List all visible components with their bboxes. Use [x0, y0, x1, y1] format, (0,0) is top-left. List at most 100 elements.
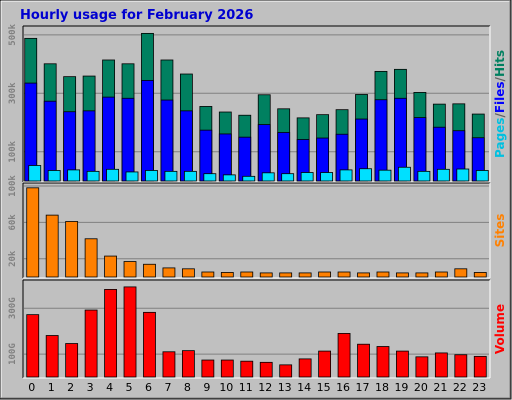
- bar-sites-0: [26, 187, 40, 278]
- panel-label-part: /: [493, 76, 507, 81]
- bar-pages-7: [164, 170, 178, 182]
- bar-files-10: [218, 133, 232, 182]
- bar-volume-15: [318, 350, 332, 378]
- bar-volume-16: [337, 333, 351, 378]
- bar-volume-21: [434, 352, 448, 378]
- bar-volume-11: [240, 360, 254, 378]
- bar-sites-5: [123, 261, 137, 278]
- bar-sites-6: [143, 263, 156, 278]
- x-tick-label: 1: [48, 381, 55, 394]
- x-tick-label: 15: [317, 381, 331, 394]
- bar-pages-17: [359, 168, 372, 182]
- bar-volume-13: [279, 364, 293, 378]
- bar-sites-10: [220, 272, 234, 278]
- bar-files-5: [121, 97, 135, 182]
- bar-pages-18: [378, 169, 392, 182]
- bar-volume-7: [162, 351, 176, 378]
- x-tick-label: 3: [87, 381, 94, 394]
- bar-pages-21: [436, 168, 450, 182]
- bar-volume-2: [65, 343, 79, 378]
- x-tick-label: 9: [203, 381, 210, 394]
- bar-sites-22: [454, 268, 468, 278]
- bar-pages-3: [86, 170, 100, 182]
- bar-sites-13: [279, 272, 293, 278]
- x-tick-label: 20: [414, 381, 428, 394]
- bar-sites-3: [84, 238, 98, 278]
- y-tick-label: 300k: [8, 82, 18, 104]
- panel-sites: 100k 60k 20k Sites: [8, 175, 507, 279]
- bar-pages-10: [222, 174, 236, 182]
- x-tick-label: 22: [453, 381, 467, 394]
- x-tick-label: 4: [106, 381, 113, 394]
- bar-volume-3: [84, 309, 98, 378]
- bar-pages-23: [475, 170, 489, 182]
- panel-label-volume: Volume: [493, 304, 507, 354]
- bar-sites-16: [337, 271, 351, 278]
- panel-label-part: Files: [493, 81, 507, 113]
- bar-files-3: [82, 110, 96, 182]
- panel-volume: 300G 100G Volume: [8, 279, 507, 379]
- bar-volume-10: [220, 359, 234, 378]
- y-tick-label: 100G: [8, 343, 18, 365]
- bar-sites-17: [357, 272, 370, 278]
- bars-hits-files-pages: [24, 32, 489, 182]
- bar-sites-19: [396, 272, 409, 278]
- x-tick-label: 23: [472, 381, 486, 394]
- bars-sites: [26, 187, 487, 278]
- bar-pages-5: [125, 171, 139, 182]
- bar-sites-11: [240, 271, 254, 278]
- bar-volume-14: [298, 358, 312, 378]
- bar-files-4: [102, 96, 115, 182]
- bar-volume-0: [26, 314, 40, 378]
- x-tick-label: 12: [258, 381, 272, 394]
- bar-volume-5: [123, 286, 137, 378]
- bar-sites-15: [318, 271, 332, 278]
- bar-volume-6: [143, 311, 156, 378]
- panel-label-part: Hits: [493, 50, 507, 77]
- bar-volume-17: [357, 343, 370, 378]
- bar-files-6: [141, 80, 154, 182]
- bar-pages-2: [67, 169, 81, 182]
- x-tick-label: 11: [239, 381, 253, 394]
- bar-pages-1: [47, 170, 61, 182]
- bar-volume-20: [415, 356, 429, 378]
- bar-pages-9: [203, 173, 217, 182]
- x-tick-label: 17: [356, 381, 370, 394]
- bar-volume-23: [473, 355, 487, 378]
- bar-pages-0: [28, 165, 42, 182]
- bar-sites-18: [376, 271, 390, 278]
- bar-pages-22: [456, 168, 470, 182]
- bar-pages-8: [183, 170, 197, 182]
- bar-pages-16: [339, 169, 353, 182]
- bar-volume-9: [201, 359, 215, 378]
- panel-box: [23, 26, 490, 182]
- bar-pages-4: [106, 168, 119, 182]
- bar-volume-22: [454, 354, 468, 378]
- y-tick-label: 500k: [8, 23, 18, 45]
- bar-files-1: [43, 100, 57, 182]
- x-tick-label: 5: [126, 381, 133, 394]
- bar-sites-4: [104, 255, 117, 278]
- x-tick-label: 8: [184, 381, 191, 394]
- chart-title: Hourly usage for February 2026: [20, 8, 253, 23]
- bar-sites-14: [298, 272, 312, 278]
- x-tick-label: 0: [28, 381, 35, 394]
- bar-pages-6: [145, 170, 158, 182]
- bar-volume-18: [376, 346, 390, 378]
- bar-sites-9: [201, 271, 215, 278]
- y-tick-label: 100k: [8, 140, 18, 162]
- x-tick-label: 16: [336, 381, 350, 394]
- bar-sites-21: [434, 271, 448, 278]
- bar-sites-12: [259, 272, 273, 278]
- panel-label-sites: Sites: [493, 214, 507, 248]
- bar-files-11: [238, 136, 252, 182]
- bar-files-8: [179, 110, 193, 182]
- bar-pages-14: [300, 172, 314, 182]
- panel-label-part: /: [493, 113, 507, 118]
- x-tick-label: 6: [145, 381, 152, 394]
- bar-pages-11: [242, 175, 256, 182]
- panel-label-part: Volume: [493, 304, 507, 354]
- panel-box: [23, 280, 490, 378]
